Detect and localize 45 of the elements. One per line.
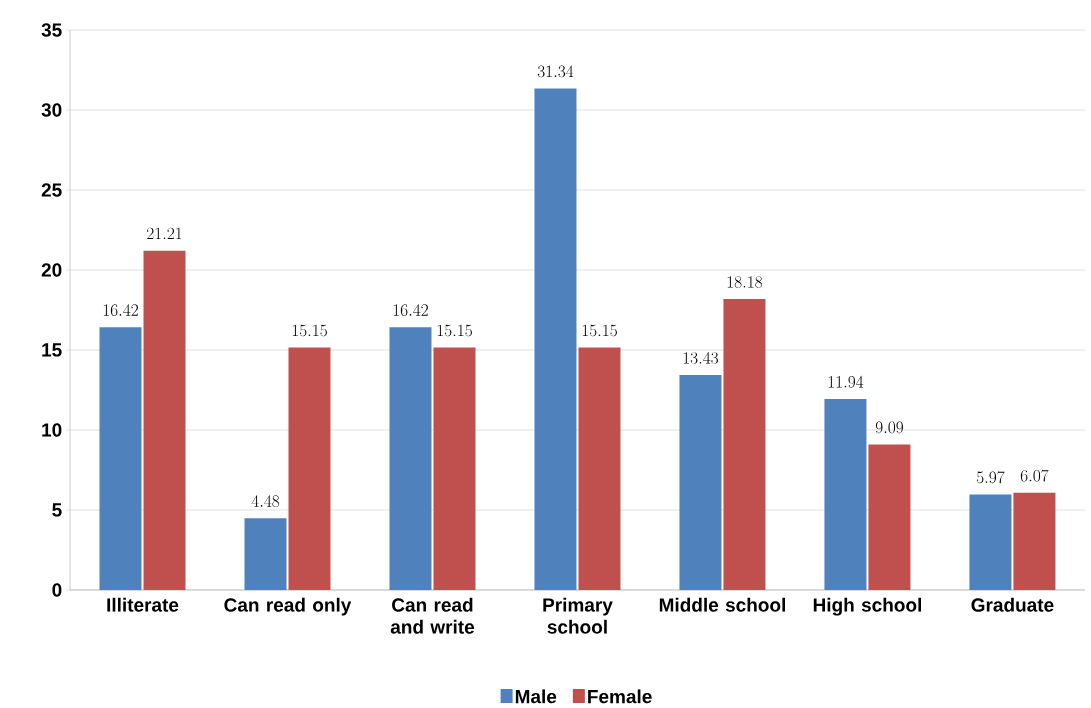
bar [143, 250, 186, 590]
x-tick-label: Middle school [659, 597, 785, 612]
x-tick-label: Primary school [543, 597, 613, 634]
bar [433, 347, 476, 590]
bar [723, 299, 766, 590]
x-tick-label: Can read only [224, 597, 352, 616]
bar [288, 347, 331, 590]
bar [244, 518, 287, 590]
x-tick-label: Can read and write [390, 597, 475, 634]
legend-label: Female [588, 689, 652, 704]
y-tick-label: 0 [52, 583, 62, 597]
data-label: 5.97 [976, 471, 1005, 484]
bar [534, 88, 577, 590]
data-label: 11 .94 [828, 375, 864, 388]
y-tick-label: 15 [42, 343, 62, 357]
y-tick-label: 25 [41, 183, 62, 197]
bar [868, 444, 911, 590]
data-label: 13.43 [683, 352, 719, 364]
x-tick-label: Illiterate [107, 597, 179, 612]
y-tick-label: 10 [42, 423, 62, 437]
y-tick-label: 5 [52, 503, 62, 517]
bar [578, 347, 621, 590]
y-tick-label: 20 [41, 263, 62, 277]
data-label: 16.42 [393, 304, 428, 317]
y-tick-label: 35 [41, 23, 62, 37]
data-label: 6.07 [1020, 469, 1049, 482]
bar [824, 398, 867, 590]
bar [99, 327, 142, 590]
x-tick-label: Graduate [971, 597, 1054, 612]
data-label: 16.42 [103, 304, 138, 317]
bar [389, 327, 432, 590]
data-label: 31 .34 [537, 65, 574, 78]
data-label: 18. 18 [727, 276, 763, 288]
data-label: 15. 15 [437, 324, 472, 337]
data-label: 15. 15 [582, 324, 617, 337]
data-label: 4.48 [251, 495, 280, 508]
bar [1013, 492, 1056, 590]
x-tick-label: High school [813, 597, 921, 616]
y-tick-label: 30 [41, 103, 62, 117]
data-label: 9.09 [875, 421, 904, 434]
legend-label: Male [515, 689, 557, 704]
bar [679, 375, 722, 590]
bar [969, 494, 1012, 590]
data-label: 15. 15 [292, 324, 327, 337]
data-label: 21 .21 [147, 227, 182, 240]
